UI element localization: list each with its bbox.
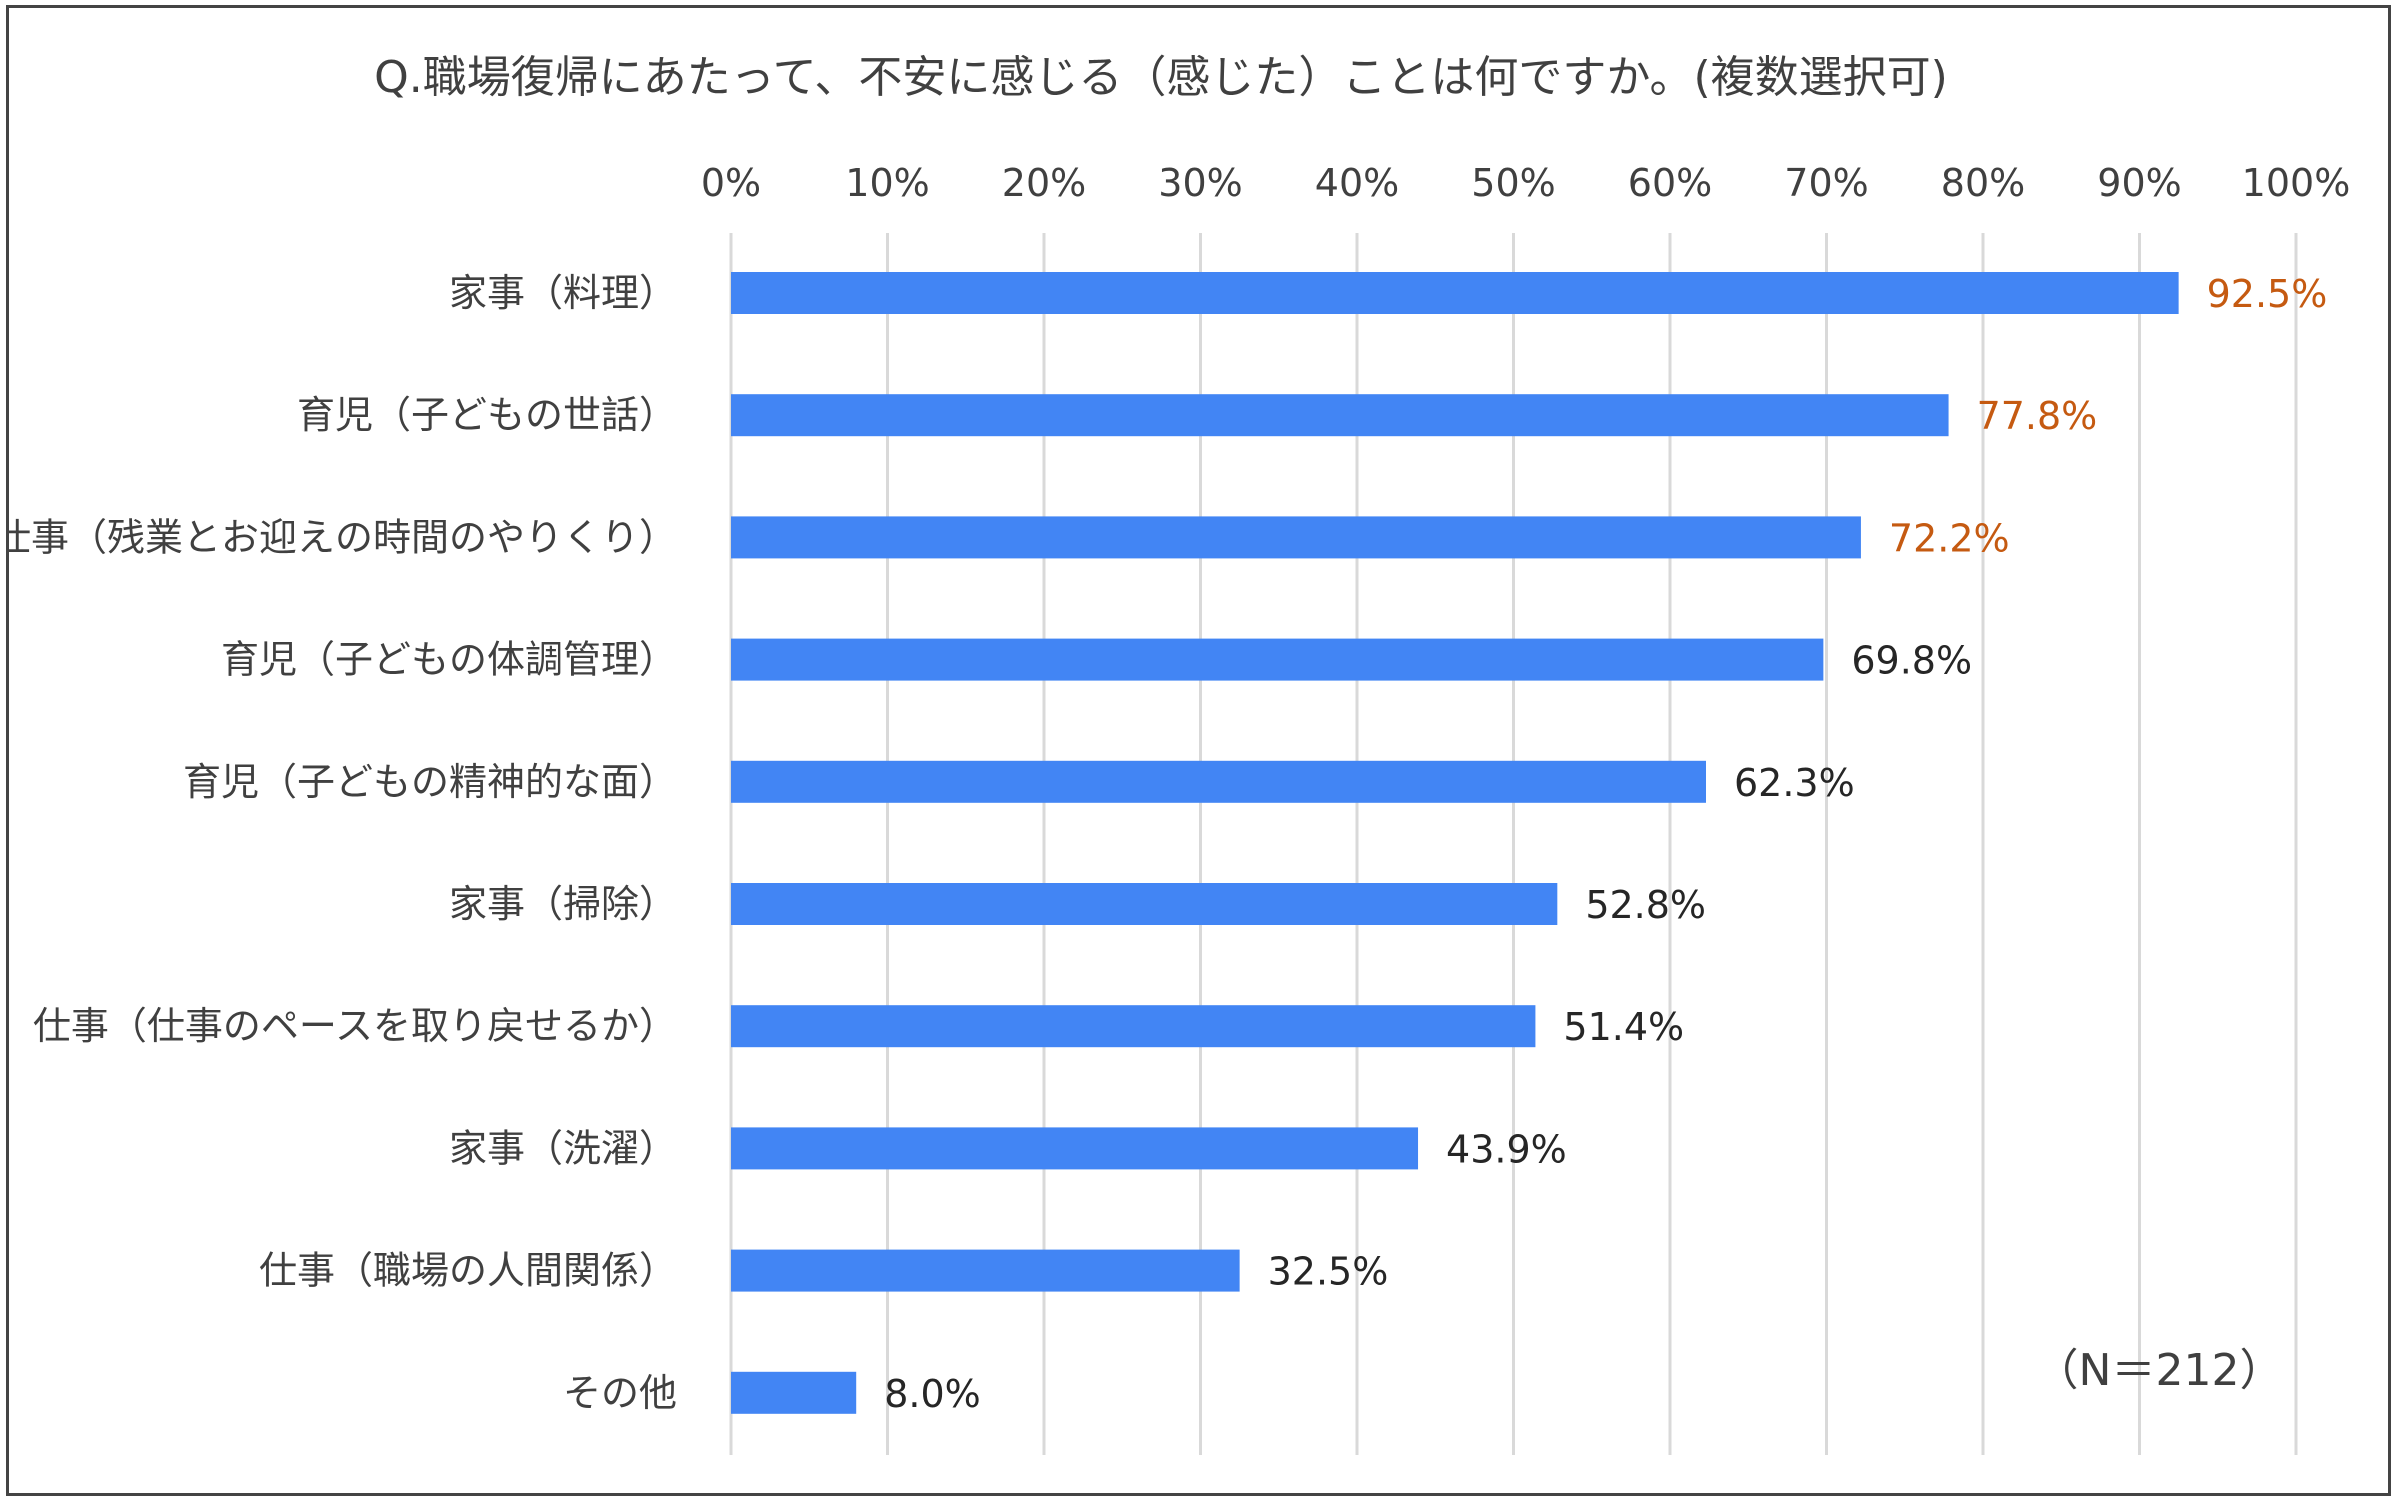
- category-label: 仕事（仕事のペースを取り戻せるか）: [33, 1004, 677, 1048]
- value-label: 72.2%: [1889, 516, 2010, 560]
- x-axis-ticks: 0% 10% 20% 30% 40% 50% 60% 70% 80% 90% 100%: [701, 161, 2350, 205]
- category-labels: 家事（料理） 育児（子どもの世話） 仕事（残業とお迎えの時間のやりくり） 育児（子ども…: [9, 271, 677, 1415]
- bar: [731, 1249, 1240, 1292]
- bar: [731, 394, 1949, 437]
- bar: [731, 883, 1558, 925]
- bar: [731, 1127, 1419, 1170]
- bar: [731, 516, 1861, 559]
- chart-frame: Q.職場復帰にあたって、不安に感じる（感じた）ことは何ですか。(複数選択可) 0…: [6, 5, 2391, 1496]
- bar: [731, 638, 1824, 681]
- x-tick-label: 100%: [2242, 161, 2351, 205]
- x-tick-label: 40%: [1315, 161, 1399, 205]
- x-tick-label: 30%: [1158, 161, 1242, 205]
- x-tick-label: 10%: [845, 161, 929, 205]
- bar: [731, 272, 2179, 314]
- value-label: 62.3%: [1734, 761, 1855, 805]
- value-label: 77.8%: [1977, 394, 2098, 438]
- value-label: 8.0%: [884, 1372, 981, 1416]
- grid-lines: [729, 233, 2298, 1455]
- category-label: 仕事（職場の人間関係）: [259, 1249, 677, 1293]
- category-label: 家事（掃除）: [449, 882, 677, 926]
- value-label: 32.5%: [1268, 1250, 1389, 1294]
- value-label: 51.4%: [1563, 1005, 1684, 1049]
- category-label: その他: [563, 1371, 677, 1415]
- category-label: 育児（子どもの体調管理）: [221, 638, 677, 682]
- category-label: 育児（子どもの精神的な面）: [183, 760, 677, 804]
- value-labels: 92.5% 77.8% 72.2% 69.8% 62.3% 52.8% 51.4% 43.9%…: [884, 272, 2327, 1416]
- category-label: 育児（子どもの世話）: [297, 393, 677, 437]
- x-tick-label: 20%: [1002, 161, 1086, 205]
- value-label: 92.5%: [2207, 272, 2328, 316]
- category-label: 仕事（残業とお迎えの時間のやりくり）: [9, 515, 677, 559]
- x-tick-label: 70%: [1784, 161, 1868, 205]
- bar: [731, 760, 1706, 803]
- bar-chart: Q.職場復帰にあたって、不安に感じる（感じた）ことは何ですか。(複数選択可) 0…: [9, 52, 2350, 1455]
- category-label: 家事（洗濯）: [449, 1126, 677, 1170]
- bar: [731, 1005, 1536, 1048]
- x-tick-label: 80%: [1941, 161, 2025, 205]
- bar: [731, 1371, 857, 1414]
- chart-title: Q.職場復帰にあたって、不安に感じる（感じた）ことは何ですか。(複数選択可): [374, 52, 1948, 103]
- x-tick-label: 0%: [701, 161, 761, 205]
- value-label: 69.8%: [1851, 639, 1972, 683]
- category-label: 家事（料理）: [449, 271, 677, 315]
- value-label: 43.9%: [1446, 1127, 1567, 1171]
- sample-size-note: （N＝212）: [2035, 1345, 2284, 1396]
- x-tick-label: 90%: [2097, 161, 2181, 205]
- x-tick-label: 60%: [1628, 161, 1712, 205]
- bars: [731, 272, 2179, 1414]
- value-label: 52.8%: [1585, 883, 1706, 927]
- x-tick-label: 50%: [1471, 161, 1555, 205]
